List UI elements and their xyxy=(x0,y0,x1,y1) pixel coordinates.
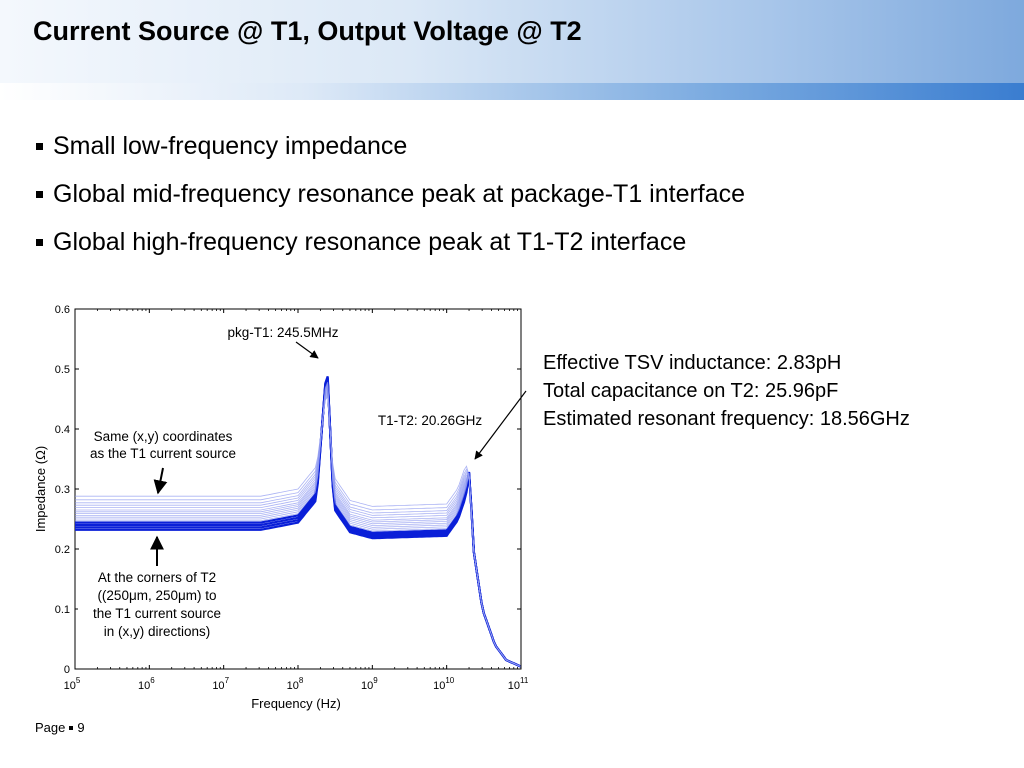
x-tick-label: 1010 xyxy=(433,676,455,692)
x-tick-label: 108 xyxy=(287,676,304,692)
x-tick-label: 109 xyxy=(361,676,378,692)
annotation-corners-line: ((250μm, 250μm) to xyxy=(97,588,216,603)
x-tick-label: 106 xyxy=(138,676,155,692)
x-tick-label: 107 xyxy=(212,676,229,692)
y-tick-label: 0.1 xyxy=(55,604,70,616)
annotation-t1-t2: T1-T2: 20.26GHz xyxy=(378,413,483,428)
y-tick-label: 0.5 xyxy=(55,364,70,376)
square-bullet-icon xyxy=(69,726,73,730)
x-axis-label: Frequency (Hz) xyxy=(251,696,341,711)
page-label: Page xyxy=(35,720,65,735)
annotation-pkg-t1: pkg-T1: 245.5MHz xyxy=(227,325,338,340)
annotation-corners-line: in (x,y) directions) xyxy=(104,624,211,639)
x-tick-label: 105 xyxy=(64,676,81,692)
y-tick-label: 0.4 xyxy=(55,424,70,436)
y-axis-label: Impedance (Ω) xyxy=(33,446,48,532)
annotation-corners-line: the T1 current source xyxy=(93,606,221,621)
page-footer: Page 9 xyxy=(35,720,85,735)
y-tick-label: 0.3 xyxy=(55,484,70,496)
annotation-same-coordinates-line: Same (x,y) coordinates xyxy=(94,429,233,444)
y-tick-label: 0.6 xyxy=(55,304,70,316)
page-number: 9 xyxy=(77,720,84,735)
y-tick-label: 0.2 xyxy=(55,544,70,556)
y-tick-label: 0 xyxy=(64,664,70,676)
x-tick-label: 1011 xyxy=(508,676,529,692)
annotation-corners-line: At the corners of T2 xyxy=(98,570,216,585)
annotation-same-coordinates-line: as the T1 current source xyxy=(90,446,236,461)
